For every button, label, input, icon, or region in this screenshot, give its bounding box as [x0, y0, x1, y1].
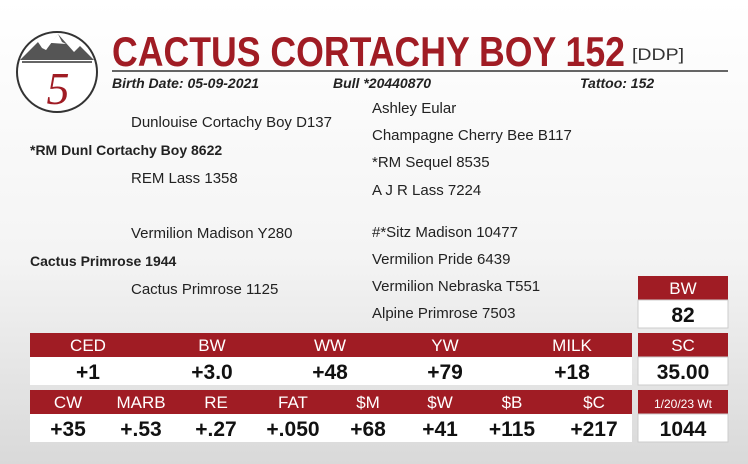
epd-header-bar [30, 333, 632, 357]
title: CACTUS CORTACHY BOY 152 [112, 28, 625, 75]
pedigree-parent: Cactus Primrose 1944 [30, 253, 177, 269]
epd-header: $B [502, 393, 523, 412]
epd-value: +3.0 [191, 361, 232, 384]
epd-value: +.27 [195, 418, 236, 441]
side-label: BW [669, 279, 696, 298]
registration: Bull *20440870 [333, 75, 431, 91]
pedigree-grandparent: Vermilion Madison Y280 [131, 225, 292, 242]
birth-date: Birth Date: 05-09-2021 [112, 75, 259, 91]
epd-value: +79 [427, 361, 463, 384]
epd-header: MILK [552, 336, 592, 355]
epd-header: CED [70, 336, 106, 355]
pedigree-great-grandparent: #*Sitz Madison 10477 [372, 224, 518, 241]
title-tag: [DDP] [632, 45, 684, 64]
epd-header-bar [30, 390, 632, 414]
pedigree-great-grandparent: Vermilion Nebraska T551 [372, 278, 540, 295]
epd-header: MARB [116, 393, 165, 412]
side-value: 82 [671, 304, 694, 327]
epd-value-bar [30, 414, 632, 442]
pedigree-parent: *RM Dunl Cortachy Boy 8622 [30, 142, 222, 158]
epd-value: +115 [489, 418, 535, 441]
epd-value: +.050 [266, 418, 319, 441]
pedigree-great-grandparent: Alpine Primrose 7503 [372, 305, 515, 322]
epd-header: $C [583, 393, 605, 412]
pedigree-great-grandparent: *RM Sequel 8535 [372, 154, 490, 171]
side-value-box [637, 413, 729, 443]
epd-header: FAT [278, 393, 308, 412]
side-value: 1044 [660, 418, 707, 441]
side-value-box [637, 299, 729, 329]
pedigree-grandparent: REM Lass 1358 [131, 170, 238, 187]
side-label: 1/20/23 Wt [654, 397, 713, 411]
pedigree-grandparent: Cactus Primrose 1125 [131, 281, 278, 298]
side-label: SC [671, 336, 695, 355]
epd-value-bar [30, 357, 632, 385]
side-header-box [638, 276, 728, 300]
pedigree-great-grandparent: A J R Lass 7224 [372, 182, 481, 199]
logo: 5 [16, 31, 98, 114]
epd-value: +18 [554, 361, 590, 384]
epd-header: CW [54, 393, 82, 412]
pedigree-grandparent: Dunlouise Cortachy Boy D137 [131, 114, 332, 131]
epd-header: RE [204, 393, 228, 412]
side-value: 35.00 [657, 361, 710, 384]
epd-value: +217 [570, 418, 617, 441]
epd-header: $W [427, 393, 453, 412]
epd-header: $M [356, 393, 380, 412]
side-header-box [638, 390, 728, 414]
pedigree-great-grandparent: Champagne Cherry Bee B117 [372, 127, 572, 144]
epd-header: YW [431, 336, 458, 355]
epd-header: BW [198, 336, 225, 355]
side-value-box [637, 356, 729, 386]
epd-value: +1 [76, 361, 100, 384]
epd-value: +.53 [120, 418, 161, 441]
epd-header: WW [314, 336, 346, 355]
pedigree-great-grandparent: Ashley Eular [372, 100, 456, 117]
side-header-box [638, 333, 728, 357]
epd-value: +68 [350, 418, 386, 441]
epd-value: +35 [50, 418, 86, 441]
tattoo: Tattoo: 152 [580, 75, 654, 91]
dynamic-content: Dunlouise Cortachy Boy D137 *RM Dunl Cort… [30, 100, 729, 443]
epd-value: +41 [422, 418, 458, 441]
lot-number: 5 [47, 63, 70, 114]
pedigree-great-grandparent: Vermilion Pride 6439 [372, 251, 510, 268]
epd-value: +48 [312, 361, 348, 384]
